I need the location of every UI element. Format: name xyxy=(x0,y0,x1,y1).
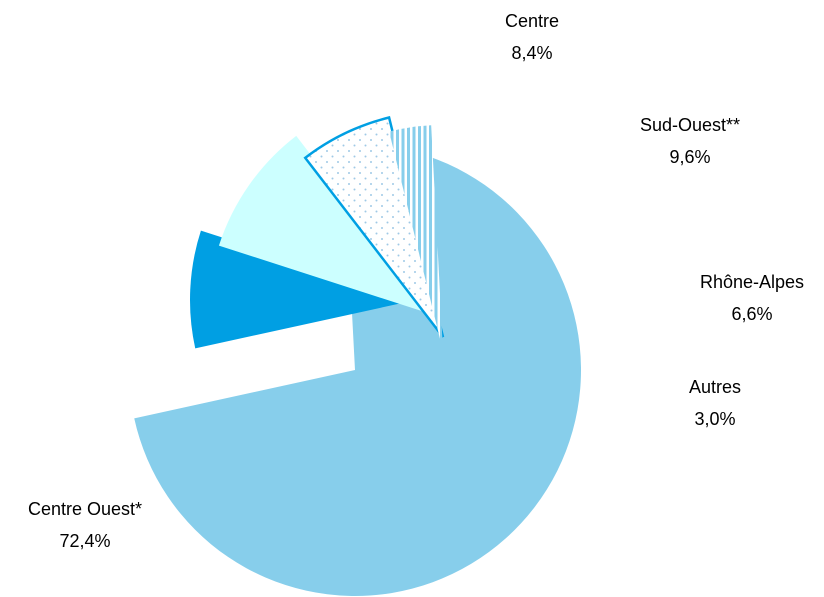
slice-label-value: 9,6% xyxy=(669,147,710,167)
slice-label-value: 6,6% xyxy=(731,304,772,324)
pie-slices xyxy=(134,116,582,597)
slice-label-name: Autres xyxy=(689,377,741,397)
slice-label-name: Centre Ouest* xyxy=(28,499,142,519)
slice-label-value: 72,4% xyxy=(59,531,110,551)
slice-label-name: Centre xyxy=(505,11,559,31)
pie-slice-centre xyxy=(190,230,416,349)
pie-slice-centre-ouest xyxy=(134,144,582,597)
pie-slice-sud-ouest xyxy=(218,135,434,315)
pie-slice-rh-ne-alpes xyxy=(303,116,445,338)
slice-label-name: Sud-Ouest** xyxy=(640,115,740,135)
slice-label-value: 3,0% xyxy=(694,409,735,429)
pie-labels: Centre Ouest* 72,4% Centre 8,4% Sud-Ouest** 9… xyxy=(28,11,804,551)
slice-label-value: 8,4% xyxy=(511,43,552,63)
pie-slice-autres xyxy=(389,125,443,351)
slice-label-name: Rhône-Alpes xyxy=(700,272,804,292)
